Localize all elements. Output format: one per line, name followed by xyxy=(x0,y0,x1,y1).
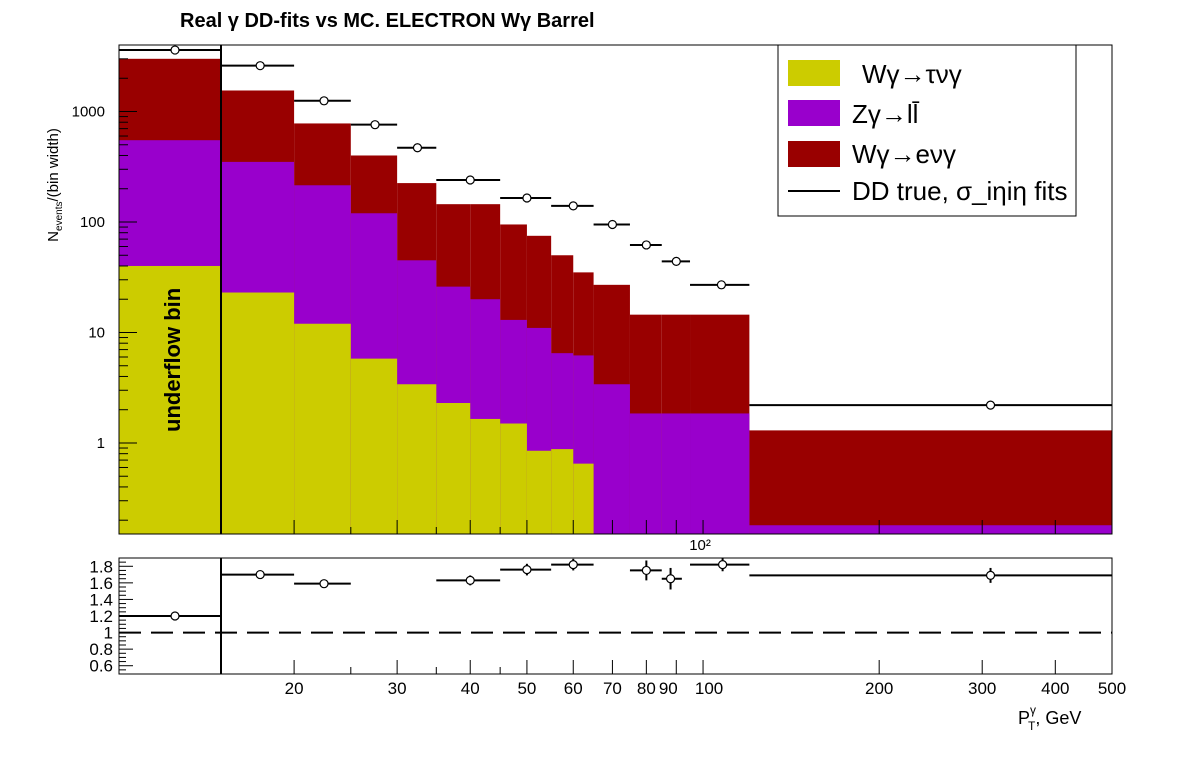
ratio-underflow-marker xyxy=(170,611,180,621)
ratio-point-2 xyxy=(465,575,475,585)
y-axis-label-sub: events xyxy=(54,202,65,231)
ratio-y-tick-label: 1.8 xyxy=(89,557,113,576)
ratio-y-tick-label: 1.6 xyxy=(89,574,113,593)
x-tick-label: 30 xyxy=(388,679,407,698)
ratio-y-tick-label: 0.6 xyxy=(89,657,113,676)
ratio-point-4 xyxy=(568,560,578,570)
y-tick-label: 1 xyxy=(97,435,105,452)
x-tick-label: 70 xyxy=(603,679,622,698)
y-tick-label: 10 xyxy=(88,324,105,341)
ratio-points xyxy=(119,558,1112,621)
legend-label-wenu: Wγ→eνγ xyxy=(852,139,956,169)
dd-point-8 xyxy=(641,240,651,250)
x-tick-label: 60 xyxy=(564,679,583,698)
y-axis-label-rest: /(bin width) xyxy=(45,128,62,201)
bar-2-14 xyxy=(749,430,1112,534)
legend-label-ddtrue: DD true, σ_iηiη fits xyxy=(852,176,1067,206)
y-axis-label: Nevents/(bin width) xyxy=(45,128,65,242)
bar-0-7 xyxy=(526,450,552,534)
bar-1-11 xyxy=(629,413,662,534)
bar-1-13 xyxy=(690,413,750,534)
dd-point-3 xyxy=(412,143,423,153)
ratio-y-tick-label: 1.2 xyxy=(89,607,113,626)
y-tick-label: 1000 xyxy=(72,104,105,121)
x-axis-label-rest: , GeV xyxy=(1035,708,1081,728)
legend-label-wtau: Wγ→τνγ xyxy=(862,59,962,89)
x-axis-label-main: P xyxy=(1018,708,1030,728)
x-tick-label: 200 xyxy=(865,679,893,698)
chart-title: Real γ DD-fits vs MC. ELECTRON Wγ Barrel xyxy=(180,10,595,32)
ratio-y-tick-label: 1 xyxy=(104,624,113,643)
bar-0-1 xyxy=(294,323,351,534)
dd-point-11 xyxy=(985,400,996,410)
x-tick-label: 80 xyxy=(637,679,656,698)
bar-1-12 xyxy=(661,413,691,534)
dd-point-0 xyxy=(255,61,265,71)
dd-point-7 xyxy=(607,219,618,230)
dd-true-points xyxy=(119,45,1112,410)
x-axis-label-sup: γ xyxy=(1030,703,1036,717)
bar-0-6 xyxy=(500,423,527,534)
bar-0-5 xyxy=(470,418,501,534)
x-exponent-label: 10² xyxy=(689,537,711,554)
bar-0-4 xyxy=(436,403,471,534)
ratio-point-6 xyxy=(665,574,676,584)
dd-point-9 xyxy=(671,256,681,266)
dd-point-4 xyxy=(465,175,475,185)
ratio-point-0 xyxy=(255,569,265,580)
legend-swatch-zll xyxy=(788,100,840,126)
legend-swatch-wenu xyxy=(788,141,840,167)
x-tick-label: 50 xyxy=(517,679,536,698)
x-tick-label: 300 xyxy=(968,679,996,698)
x-tick-label: 90 xyxy=(659,679,678,698)
dd-point-2 xyxy=(370,120,380,130)
y-tick-label: 100 xyxy=(80,214,105,231)
bar-0-8 xyxy=(551,449,574,534)
x-axis-label-sub: T xyxy=(1028,719,1036,733)
main-stacked-bars xyxy=(119,58,1112,535)
bar-0-3 xyxy=(397,384,437,534)
underflow-label: underflow bin xyxy=(160,288,185,432)
ratio-point-7 xyxy=(718,560,728,570)
legend-swatch-wtau xyxy=(788,60,840,86)
dd-point-5 xyxy=(522,193,532,203)
ratio-point-5 xyxy=(641,565,651,576)
main-axes: 1 10 100 1000 10² xyxy=(72,44,1113,554)
ratio-y-tick-label: 0.8 xyxy=(89,640,113,659)
main-frame xyxy=(118,44,1113,535)
x-tick-label: 500 xyxy=(1098,679,1126,698)
bar-0-9 xyxy=(573,463,594,534)
dd-underflow-marker xyxy=(170,45,180,55)
ratio-axes: 20 30 40 50 60 70 80 90 100 200 300 400 5000.60.811.… xyxy=(89,557,1126,698)
ratio-y-tick-label: 1.4 xyxy=(89,590,113,609)
bar-1-10 xyxy=(593,384,630,534)
bar-1-14 xyxy=(749,525,1112,534)
ratio-point-1 xyxy=(319,579,329,589)
bar-0-2 xyxy=(350,358,398,534)
dd-point-10 xyxy=(716,280,727,290)
x-tick-label: 20 xyxy=(285,679,304,698)
underflow-bar-0 xyxy=(119,265,221,534)
legend: Wγ→τνγ Zγ→ll̄ Wγ→eνγ DD true, σ_iηiη fit… xyxy=(777,44,1077,217)
dd-point-6 xyxy=(568,201,578,211)
legend-label-zll: Zγ→ll̄ xyxy=(852,99,920,129)
ratio-point-8 xyxy=(985,570,996,581)
y-axis-label-main: N xyxy=(45,231,62,242)
dd-point-1 xyxy=(319,96,329,106)
ratio-point-3 xyxy=(522,564,532,575)
x-axis-label: Pγ T, GeV xyxy=(1018,703,1081,733)
x-tick-label: 100 xyxy=(695,679,723,698)
x-tick-label: 400 xyxy=(1041,679,1069,698)
x-tick-label: 40 xyxy=(461,679,480,698)
bar-0-0 xyxy=(221,292,295,534)
